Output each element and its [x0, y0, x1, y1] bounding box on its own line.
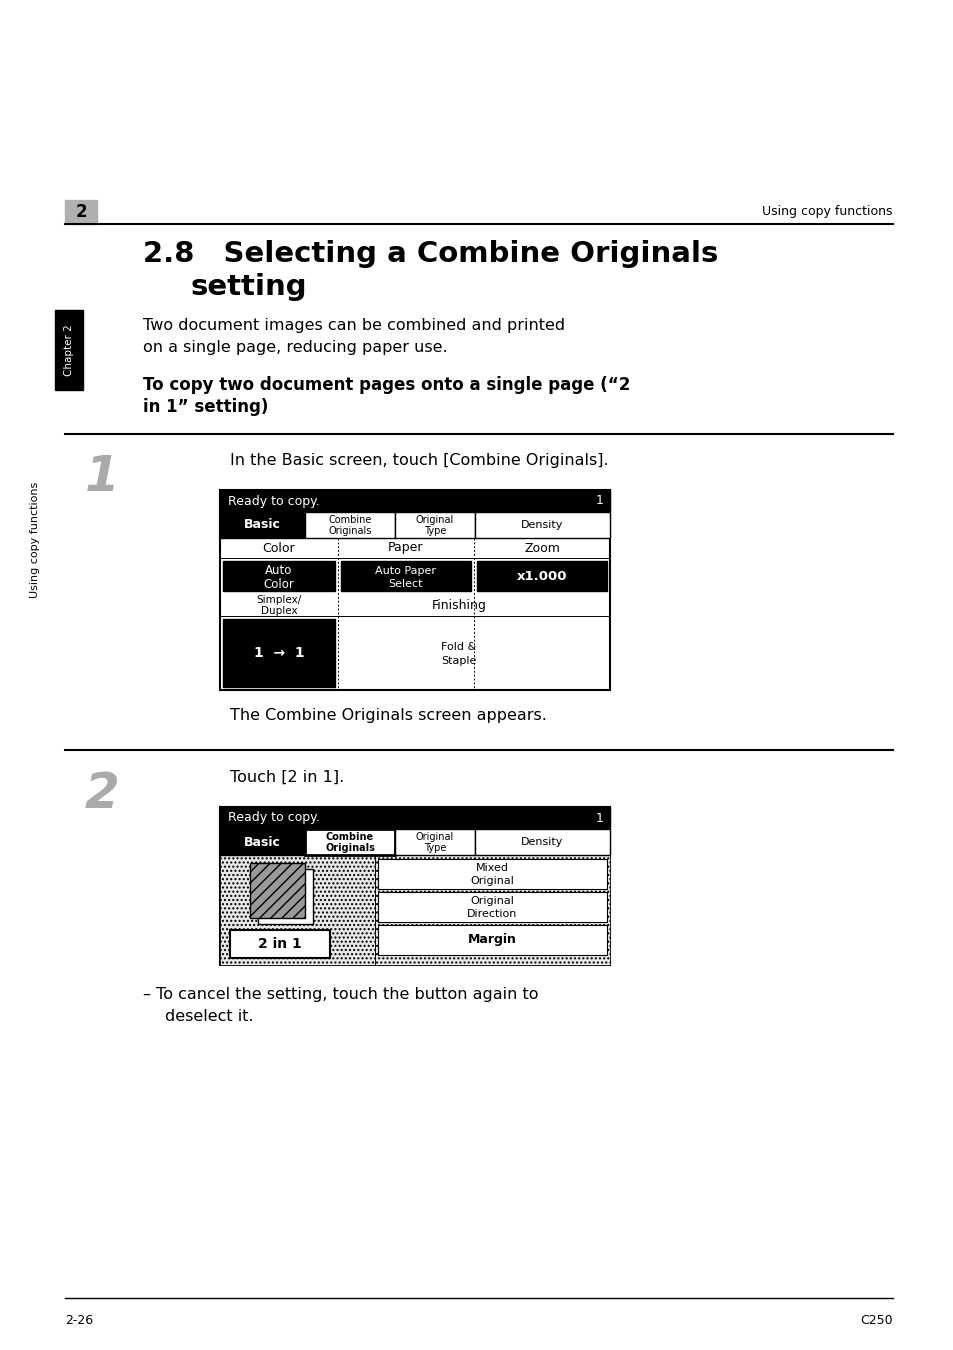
Bar [220, 807, 609, 965]
Text: Simplex/: Simplex/ [256, 595, 301, 605]
Text: Select: Select [388, 579, 423, 589]
Text: on a single page, reducing paper use.: on a single page, reducing paper use. [143, 340, 447, 355]
Text: Basic: Basic [244, 518, 280, 532]
Bar [220, 855, 609, 965]
Bar [223, 620, 335, 687]
Text: Ready to copy.: Ready to copy. [228, 811, 319, 825]
Text: Originals: Originals [325, 842, 375, 853]
Bar [223, 562, 335, 591]
Bar [220, 490, 609, 690]
Text: To copy two document pages onto a single page (“2: To copy two document pages onto a single… [143, 377, 630, 394]
Bar [395, 512, 475, 539]
Bar [65, 200, 97, 224]
Text: Duplex: Duplex [260, 606, 297, 616]
Bar [475, 512, 609, 539]
Text: Color: Color [263, 578, 294, 590]
Bar [220, 490, 609, 512]
Text: Touch [2 in 1].: Touch [2 in 1]. [230, 769, 344, 784]
Text: C250: C250 [860, 1314, 892, 1327]
Text: setting: setting [191, 273, 307, 301]
Bar [220, 807, 609, 829]
Bar [305, 829, 395, 855]
Text: Combine: Combine [328, 514, 372, 525]
Text: In the Basic screen, touch [Combine Originals].: In the Basic screen, touch [Combine Orig… [230, 454, 608, 468]
Bar [250, 863, 305, 918]
Text: Type: Type [423, 526, 446, 536]
Bar [377, 925, 606, 954]
Text: Using copy functions: Using copy functions [30, 482, 40, 598]
Text: 1  →  1: 1 → 1 [253, 647, 304, 660]
Bar [55, 310, 83, 390]
Text: 2: 2 [75, 202, 87, 221]
Text: 1: 1 [85, 454, 119, 501]
Text: Density: Density [520, 520, 563, 531]
Text: 2 in 1: 2 in 1 [258, 937, 301, 950]
Text: Fold &: Fold & [441, 643, 476, 652]
Text: 2-26: 2-26 [65, 1314, 93, 1327]
Text: Using copy functions: Using copy functions [761, 205, 892, 219]
Text: Finishing: Finishing [431, 598, 486, 612]
Text: Original: Original [416, 514, 454, 525]
Text: Two document images can be combined and printed: Two document images can be combined and … [143, 319, 564, 333]
Bar [377, 859, 606, 890]
Bar [257, 869, 313, 923]
Text: Basic: Basic [244, 836, 280, 849]
Text: Color: Color [262, 541, 295, 555]
Text: in 1” setting): in 1” setting) [143, 398, 268, 416]
Bar [230, 930, 330, 958]
Text: Paper: Paper [388, 541, 423, 555]
Text: Ready to copy.: Ready to copy. [228, 494, 319, 508]
Bar [395, 829, 475, 855]
Text: Type: Type [423, 842, 446, 853]
Text: Staple: Staple [441, 656, 476, 666]
Text: Originals: Originals [328, 526, 372, 536]
Text: 1: 1 [596, 811, 603, 825]
Text: Zoom: Zoom [523, 541, 559, 555]
Text: 2: 2 [85, 769, 119, 818]
Text: Chapter 2: Chapter 2 [64, 324, 74, 375]
Text: Original: Original [470, 876, 514, 886]
Text: 1: 1 [596, 494, 603, 508]
Text: Density: Density [520, 837, 563, 846]
Bar [305, 512, 395, 539]
Bar [220, 829, 305, 855]
Text: Auto: Auto [265, 564, 293, 578]
Text: Original: Original [416, 832, 454, 842]
Text: 2.8 Selecting a Combine Originals: 2.8 Selecting a Combine Originals [143, 240, 718, 269]
Text: x1.000: x1.000 [517, 570, 567, 582]
Text: Mixed: Mixed [476, 863, 509, 873]
Text: Auto Paper: Auto Paper [375, 566, 436, 576]
Text: deselect it.: deselect it. [165, 1008, 253, 1025]
Text: Original: Original [470, 896, 514, 906]
Text: Direction: Direction [467, 909, 517, 919]
Bar [475, 829, 609, 855]
Text: The Combine Originals screen appears.: The Combine Originals screen appears. [230, 707, 546, 724]
Text: – To cancel the setting, touch the button again to: – To cancel the setting, touch the butto… [143, 987, 537, 1002]
Text: Combine: Combine [326, 832, 374, 842]
Text: Margin: Margin [468, 933, 517, 946]
Bar [220, 512, 305, 539]
Bar [476, 562, 606, 591]
Bar [340, 562, 471, 591]
Bar [377, 892, 606, 922]
